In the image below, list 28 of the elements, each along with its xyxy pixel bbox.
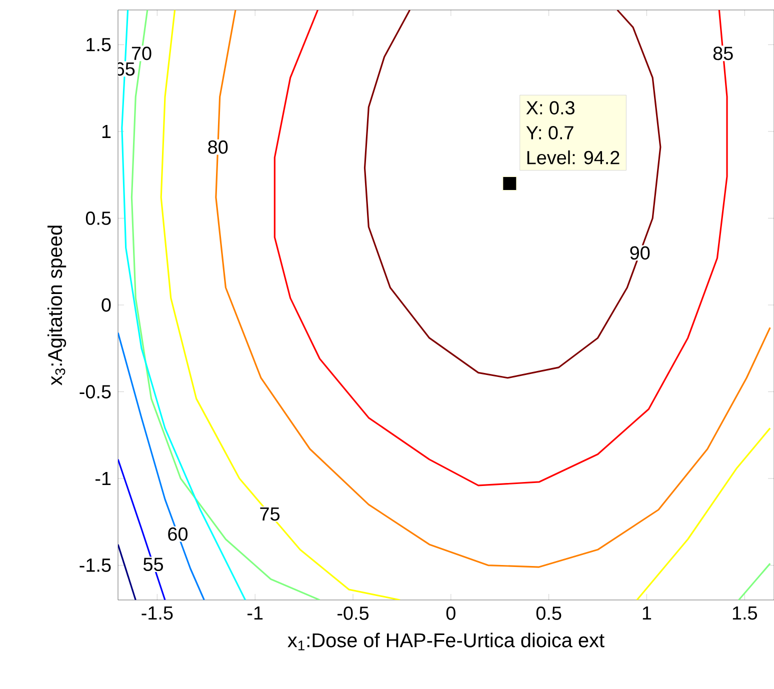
x-tick-label: 0.5: [536, 606, 562, 620]
x-tick-label: 1: [642, 606, 652, 620]
line-series: [364, 10, 662, 379]
y-tick-label: 1.5: [86, 38, 111, 52]
x-tick-label: -0.5: [338, 606, 369, 620]
y-tick-label: -1: [96, 472, 111, 486]
x-axis-title: x$_{1}$:Dose of HAP-Fe-Urtica dioica ext: [288, 632, 604, 650]
line-series: [118, 332, 205, 600]
y-tick-label: -1.5: [80, 558, 111, 572]
x-tick-label: 1.5: [732, 606, 758, 620]
series-label: 85: [713, 46, 733, 60]
annotation: Y: 0.7: [526, 126, 574, 140]
x-tick-label: -1.5: [142, 606, 173, 620]
y-tick-label: 0: [102, 298, 111, 312]
series-label: 55: [143, 558, 163, 572]
series-label: 60: [168, 527, 188, 541]
y-tick-label: 0.5: [86, 212, 111, 225]
x-tick-label: -1: [248, 606, 263, 620]
y-axis-title: x$_{3}$:Agitation speed: [47, 226, 66, 386]
series-label: 75: [260, 507, 280, 521]
y-tick-label: -0.5: [80, 385, 111, 398]
series-label: 70: [132, 46, 152, 60]
y-tick-label: 1: [102, 124, 111, 138]
x-tick-label: 0: [446, 606, 456, 620]
annotation: Level: 94.2: [527, 150, 620, 164]
annotation: X: 0.3: [526, 101, 574, 114]
series-label: 80: [208, 140, 228, 154]
series-label: 90: [630, 246, 650, 260]
